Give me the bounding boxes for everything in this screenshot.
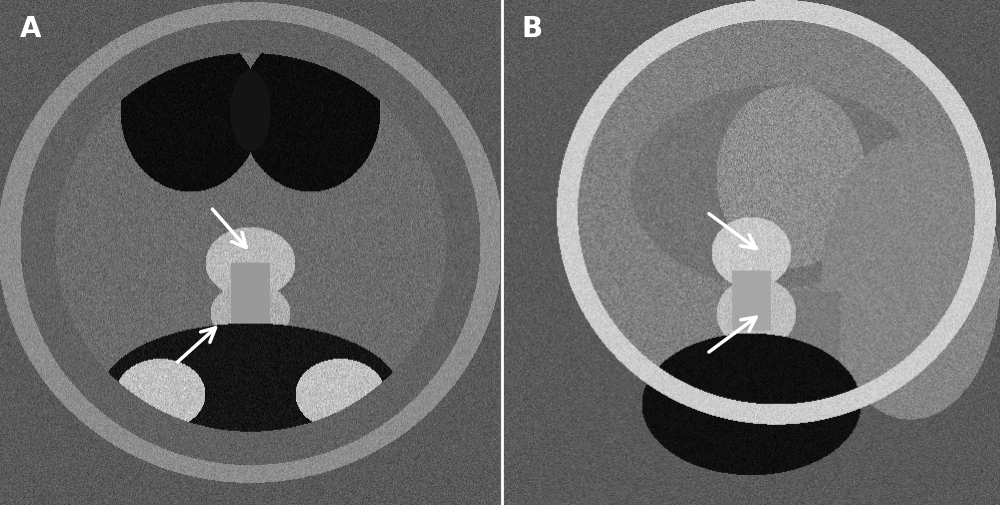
Text: B: B	[522, 15, 543, 43]
Text: A: A	[20, 15, 42, 43]
